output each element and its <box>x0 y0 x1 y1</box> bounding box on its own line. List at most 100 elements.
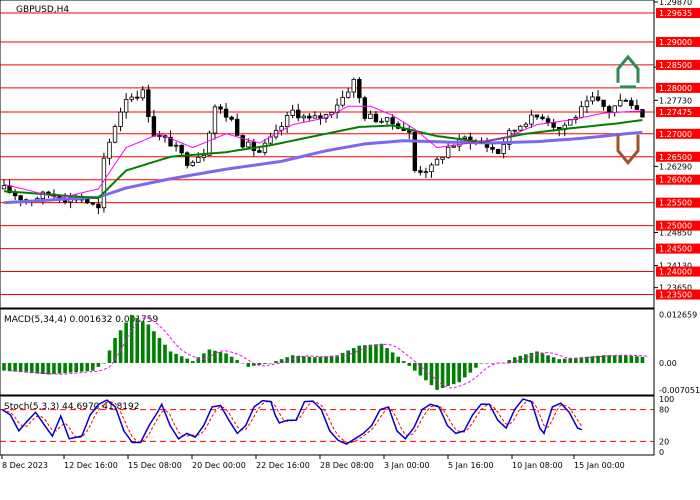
candle-body <box>429 164 434 173</box>
macd-bar <box>152 331 156 363</box>
macd-bar <box>512 357 517 363</box>
level-price-tag <box>656 151 700 162</box>
candle-body <box>185 152 190 166</box>
stoch-axis-label: 20 <box>659 437 669 446</box>
candle-body <box>284 115 290 127</box>
level-price-label: 1.28500 <box>659 61 692 70</box>
candle-body <box>223 108 229 118</box>
candle-body <box>612 105 617 113</box>
candle-body <box>440 156 445 160</box>
macd-bar <box>518 355 523 363</box>
candle-body <box>201 154 207 158</box>
x-tick-label: 5 Jan 16:00 <box>448 461 494 470</box>
level-price-tag <box>656 266 700 277</box>
macd-bar <box>285 357 289 363</box>
candle-body <box>373 113 379 123</box>
macd-bar <box>63 362 67 374</box>
axis-tick-label: 1.27730 <box>659 96 692 105</box>
candle-body <box>262 142 268 153</box>
candle-body <box>112 126 118 143</box>
x-tick-label: 3 Jan 00:00 <box>384 461 430 470</box>
macd-bar <box>568 358 573 363</box>
candle-body <box>412 131 418 172</box>
macd-bar <box>24 362 29 373</box>
ma-mid-line <box>3 119 643 200</box>
candle-body <box>318 115 323 119</box>
macd-bar <box>240 362 245 364</box>
candle-body <box>85 198 90 204</box>
macd-bar <box>574 357 578 363</box>
trend-down-arrow-icon <box>616 134 640 166</box>
macd-bar <box>435 362 439 390</box>
candle-body <box>218 106 223 110</box>
macd-histogram <box>2 314 645 390</box>
candle-body <box>407 130 412 133</box>
candle-body <box>140 89 145 99</box>
candle-body <box>157 135 162 137</box>
macd-bar <box>623 355 628 363</box>
candle-body <box>18 195 23 201</box>
stoch-level-lines <box>0 409 654 442</box>
macd-bar <box>185 358 190 363</box>
macd-signal-line <box>9 317 649 389</box>
candle-body <box>579 106 584 118</box>
macd-bar <box>118 330 123 363</box>
level-price-tag <box>656 220 700 231</box>
candle-body <box>445 146 451 158</box>
macd-bar <box>313 357 317 363</box>
candle-body <box>212 106 218 134</box>
moving-averages <box>3 105 643 205</box>
candle-body <box>146 89 151 118</box>
candle-body <box>240 135 245 148</box>
macd-bar <box>263 362 267 364</box>
macd-bar <box>74 362 78 373</box>
candle-body <box>307 115 312 119</box>
candle-body <box>568 119 573 126</box>
candle-body <box>12 192 18 197</box>
candle-body <box>123 98 129 113</box>
level-price-tag <box>656 289 700 300</box>
candle-body <box>534 114 540 118</box>
candle-body <box>540 116 545 120</box>
level-price-label: 1.25500 <box>659 199 692 208</box>
candle-body <box>296 109 301 119</box>
macd-bar <box>401 361 406 363</box>
macd-bar <box>174 353 178 363</box>
macd-bar <box>79 362 84 372</box>
stoch-k-line <box>1 398 583 445</box>
macd-bar <box>268 362 273 364</box>
macd-bar <box>279 359 284 363</box>
candle-body <box>362 97 368 119</box>
candle-body <box>207 132 212 156</box>
level-price-label: 1.27000 <box>659 130 692 139</box>
macd-panel: MACD(5,34,4) 0.001632 0.001759 <box>0 308 655 396</box>
macd-bar <box>590 356 595 363</box>
candle-body <box>301 115 306 119</box>
macd-bar <box>124 322 128 363</box>
macd-bar <box>601 355 606 363</box>
macd-bar <box>102 362 106 364</box>
candle-body <box>545 118 551 123</box>
macd-bar <box>635 356 639 363</box>
macd-bar <box>179 356 184 363</box>
candle-body <box>251 141 257 151</box>
level-price-label: 1.27475 <box>659 108 692 117</box>
macd-bar <box>324 356 328 363</box>
macd-bar <box>2 362 6 371</box>
macd-bar <box>535 351 539 363</box>
candle-body <box>229 116 234 120</box>
macd-bar <box>13 362 17 372</box>
candle-body <box>1 185 7 190</box>
candle-body <box>312 115 318 119</box>
candle-body <box>451 145 456 148</box>
macd-bar <box>218 352 223 363</box>
macd-bar <box>246 362 251 367</box>
macd-bar <box>335 355 339 363</box>
macd-bar <box>18 362 23 373</box>
candle-body <box>434 158 440 166</box>
candle-body <box>623 99 628 102</box>
macd-bar <box>618 355 623 363</box>
macd-bar <box>457 362 462 383</box>
level-price-tag <box>656 128 700 139</box>
